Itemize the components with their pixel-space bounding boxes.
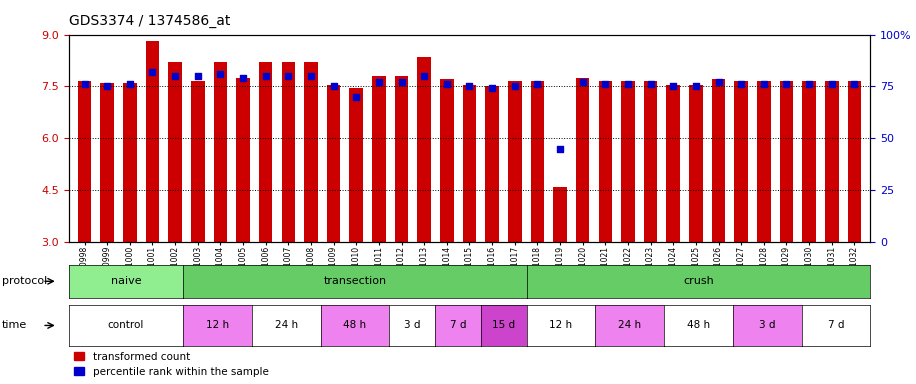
- Bar: [802, 81, 816, 242]
- Point: [621, 81, 636, 88]
- Bar: [576, 78, 590, 242]
- Point: [303, 73, 318, 79]
- Point: [530, 81, 545, 88]
- Bar: [735, 81, 748, 242]
- Point: [552, 146, 567, 152]
- Bar: [440, 79, 453, 242]
- Bar: [259, 62, 272, 242]
- Bar: [757, 81, 770, 242]
- Bar: [644, 81, 658, 242]
- Point: [462, 83, 476, 89]
- Point: [417, 73, 431, 79]
- Point: [757, 81, 771, 88]
- Bar: [146, 41, 159, 242]
- Text: time: time: [2, 320, 27, 331]
- Bar: [621, 81, 635, 242]
- Text: 3 d: 3 d: [404, 320, 420, 331]
- Bar: [689, 85, 703, 242]
- Bar: [598, 81, 612, 242]
- Text: 7 d: 7 d: [450, 320, 466, 331]
- Point: [507, 83, 522, 89]
- Point: [349, 94, 364, 100]
- Point: [598, 81, 613, 88]
- Bar: [123, 83, 136, 242]
- Text: crush: crush: [683, 276, 714, 286]
- Point: [711, 79, 725, 85]
- Point: [485, 85, 499, 91]
- Point: [213, 71, 228, 77]
- Point: [824, 81, 839, 88]
- Text: 12 h: 12 h: [206, 320, 229, 331]
- Bar: [553, 187, 567, 242]
- Bar: [101, 83, 114, 242]
- Bar: [418, 57, 431, 242]
- Point: [780, 81, 794, 88]
- Point: [77, 81, 92, 88]
- Point: [281, 73, 296, 79]
- Bar: [712, 79, 725, 242]
- Bar: [169, 62, 182, 242]
- Text: 48 h: 48 h: [344, 320, 366, 331]
- Text: 7 d: 7 d: [827, 320, 845, 331]
- Point: [235, 75, 250, 81]
- Text: 48 h: 48 h: [687, 320, 710, 331]
- Text: transection: transection: [323, 276, 387, 286]
- Text: protocol: protocol: [2, 276, 47, 286]
- Bar: [847, 81, 861, 242]
- Point: [326, 83, 341, 89]
- Text: control: control: [108, 320, 144, 331]
- Text: naive: naive: [111, 276, 141, 286]
- Bar: [213, 62, 227, 242]
- Bar: [191, 81, 204, 242]
- Point: [802, 81, 816, 88]
- Bar: [372, 76, 386, 242]
- Bar: [281, 62, 295, 242]
- Bar: [825, 81, 838, 242]
- Point: [191, 73, 205, 79]
- Point: [734, 81, 748, 88]
- Bar: [327, 85, 341, 242]
- Point: [394, 79, 409, 85]
- Bar: [304, 62, 318, 242]
- Point: [168, 73, 182, 79]
- Bar: [349, 88, 363, 242]
- Text: GDS3374 / 1374586_at: GDS3374 / 1374586_at: [69, 14, 230, 28]
- Bar: [78, 81, 92, 242]
- Point: [145, 69, 159, 75]
- Point: [666, 83, 681, 89]
- Bar: [463, 85, 476, 242]
- Text: 24 h: 24 h: [275, 320, 298, 331]
- Point: [258, 73, 273, 79]
- Legend: transformed count, percentile rank within the sample: transformed count, percentile rank withi…: [74, 352, 268, 377]
- Point: [847, 81, 862, 88]
- Bar: [485, 86, 499, 242]
- Point: [123, 81, 137, 88]
- Text: 3 d: 3 d: [758, 320, 776, 331]
- Text: 24 h: 24 h: [618, 320, 641, 331]
- Bar: [508, 81, 521, 242]
- Point: [372, 79, 387, 85]
- Bar: [780, 81, 793, 242]
- Bar: [530, 81, 544, 242]
- Point: [440, 81, 454, 88]
- Point: [575, 79, 590, 85]
- Point: [689, 83, 703, 89]
- Text: 12 h: 12 h: [550, 320, 572, 331]
- Bar: [395, 76, 409, 242]
- Point: [643, 81, 658, 88]
- Bar: [667, 85, 680, 242]
- Point: [100, 83, 114, 89]
- Bar: [236, 78, 250, 242]
- Text: 15 d: 15 d: [492, 320, 516, 331]
